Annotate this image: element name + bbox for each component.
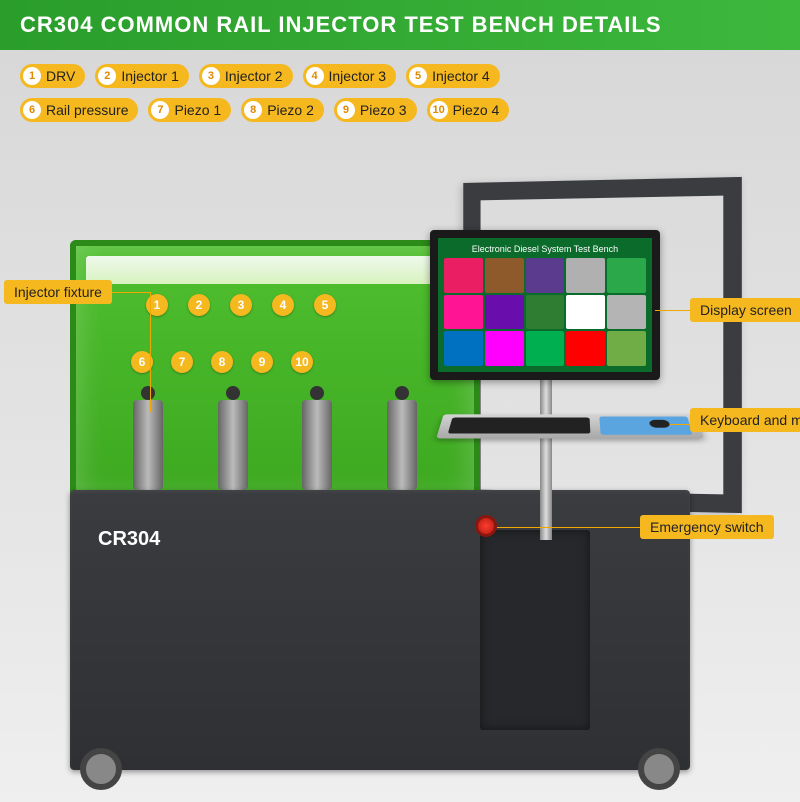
screen-tile — [526, 331, 565, 366]
legend-label: Injector 2 — [225, 68, 283, 84]
screen-tile — [444, 331, 483, 366]
monitor-stand — [540, 380, 552, 540]
screen-tile — [566, 258, 605, 293]
legend-pill: 5 Injector 4 — [406, 64, 500, 88]
legend-pill: 10 Piezo 4 — [427, 98, 510, 122]
screen-tile — [607, 295, 646, 330]
callout-injector-fixture: Injector fixture — [4, 280, 112, 304]
legend-pill: 7 Piezo 1 — [148, 98, 231, 122]
keyboard — [448, 418, 591, 434]
legend-label: Injector 4 — [432, 68, 490, 84]
screen-tile — [566, 331, 605, 366]
legend-num: 2 — [98, 67, 116, 85]
injector — [387, 400, 417, 490]
callout-display-screen: Display screen — [690, 298, 800, 322]
keyboard-tray — [436, 414, 704, 438]
legend-label: Injector 3 — [329, 68, 387, 84]
lead-line — [497, 527, 642, 528]
screen-tile — [607, 331, 646, 366]
background: 1 DRV 2 Injector 1 3 Injector 2 4 Injector 3 5 In… — [0, 50, 800, 802]
screen-tile — [526, 258, 565, 293]
legend-row-1: 1 DRV 2 Injector 1 3 Injector 2 4 Injector 3 5 In… — [20, 64, 780, 88]
injector — [133, 400, 163, 490]
test-chamber: 12345 678910 — [70, 240, 480, 500]
mouse — [649, 420, 671, 428]
port-number: 4 — [272, 294, 294, 316]
front-panel — [480, 530, 590, 730]
legend-num: 4 — [306, 67, 324, 85]
legend-label: Piezo 4 — [453, 102, 500, 118]
legend-num: 8 — [244, 101, 262, 119]
legend-label: DRV — [46, 68, 75, 84]
screen-tile — [526, 295, 565, 330]
injector — [302, 400, 332, 490]
screen-title: Electronic Diesel System Test Bench — [444, 244, 646, 254]
emergency-stop-button[interactable] — [475, 515, 497, 537]
legend-num: 3 — [202, 67, 220, 85]
legend-pill: 9 Piezo 3 — [334, 98, 417, 122]
lead-line — [150, 292, 151, 412]
legend-pill: 8 Piezo 2 — [241, 98, 324, 122]
caster-wheel — [80, 748, 122, 790]
screen-tile — [607, 258, 646, 293]
page-title: CR304 COMMON RAIL INJECTOR TEST BENCH DE… — [0, 0, 800, 50]
legend-pill: 2 Injector 1 — [95, 64, 189, 88]
legend-num: 7 — [151, 101, 169, 119]
callout-emergency-switch: Emergency switch — [640, 515, 774, 539]
screen-tile — [485, 295, 524, 330]
injector — [218, 400, 248, 490]
port-row-top: 12345 — [146, 294, 336, 316]
legend-row-2: 6 Rail pressure 7 Piezo 1 8 Piezo 2 9 Piezo 3 10… — [20, 98, 780, 122]
caster-wheel — [638, 748, 680, 790]
chamber-light — [86, 256, 464, 284]
mousepad — [599, 416, 692, 434]
port-number: 3 — [230, 294, 252, 316]
screen-tile — [444, 258, 483, 293]
legend-num: 5 — [409, 67, 427, 85]
legend-num: 9 — [337, 101, 355, 119]
callout-keyboard-mouse: Keyboard and mouse — [690, 408, 800, 432]
legend-pill: 4 Injector 3 — [303, 64, 397, 88]
lead-line — [670, 424, 692, 425]
legend-label: Piezo 2 — [267, 102, 314, 118]
port-number: 5 — [314, 294, 336, 316]
legend-label: Injector 1 — [121, 68, 179, 84]
screen-tile — [485, 331, 524, 366]
legend-label: Piezo 3 — [360, 102, 407, 118]
port-number: 9 — [251, 351, 273, 373]
display-monitor: Electronic Diesel System Test Bench — [430, 230, 660, 380]
legend-label: Piezo 1 — [174, 102, 221, 118]
legend-pill: 6 Rail pressure — [20, 98, 138, 122]
screen-tile — [444, 295, 483, 330]
port-number: 10 — [291, 351, 313, 373]
port-number: 8 — [211, 351, 233, 373]
legend-num: 6 — [23, 101, 41, 119]
legend-num: 1 — [23, 67, 41, 85]
model-label: CR304 — [98, 528, 160, 551]
screen-tile — [485, 258, 524, 293]
injector-fixtures — [106, 390, 444, 490]
legend-num: 10 — [430, 101, 448, 119]
screen-tiles — [444, 258, 646, 366]
port-row-bottom: 678910 — [131, 351, 313, 373]
screen-tile — [566, 295, 605, 330]
legend: 1 DRV 2 Injector 1 3 Injector 2 4 Injector 3 5 In… — [0, 50, 800, 128]
port-number: 7 — [171, 351, 193, 373]
machine-cabinet: CR304 — [70, 490, 690, 770]
legend-pill: 1 DRV — [20, 64, 85, 88]
legend-label: Rail pressure — [46, 102, 128, 118]
legend-pill: 3 Injector 2 — [199, 64, 293, 88]
lead-line — [655, 310, 693, 311]
screen: Electronic Diesel System Test Bench — [438, 238, 652, 372]
port-number: 2 — [188, 294, 210, 316]
machine-stage: 12345 678910 CR304 Electronic Diesel Sys… — [0, 180, 800, 802]
